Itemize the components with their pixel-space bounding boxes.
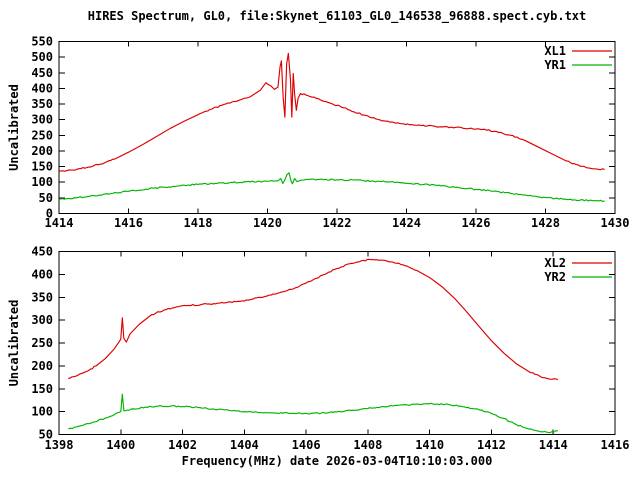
x-tick-label: 1398 (45, 438, 74, 452)
series-yr1-line (58, 172, 605, 203)
y-axis-title: Uncalibrated (7, 84, 21, 171)
x-tick-label: 1430 (601, 216, 630, 230)
y-tick-label: 550 (31, 35, 53, 49)
x-tick-label: 1402 (168, 438, 197, 452)
y-tick-label: 400 (31, 81, 53, 95)
x-tick-label: 1406 (292, 438, 321, 452)
y-tick-label: 0 (46, 207, 53, 221)
y-tick-label: 300 (31, 313, 53, 327)
x-tick-label: 1408 (353, 438, 382, 452)
x-axis-label: Frequency(MHz) date 2026-03-04T10:10:03.… (181, 454, 493, 468)
plot-border (58, 41, 616, 214)
y-tick-label: 500 (31, 50, 53, 64)
x-tick-label: 1428 (531, 216, 560, 230)
y-tick-label: 200 (31, 359, 53, 373)
y-tick-label: 150 (31, 160, 53, 174)
x-tick-label: 1426 (462, 216, 491, 230)
legend-label-yr2: YR2 (544, 270, 566, 284)
x-tick-label: 1404 (230, 438, 259, 452)
y-tick-label: 100 (31, 405, 53, 419)
legend-label-yr1: YR1 (544, 58, 566, 72)
y-tick-label: 250 (31, 336, 53, 350)
x-tick-label: 1422 (323, 216, 352, 230)
chart-title: HIRES Spectrum, GL0, file:Skynet_61103_G… (87, 9, 587, 23)
y-tick-label: 200 (31, 144, 53, 158)
y-tick-label: 150 (31, 382, 53, 396)
y-tick-label: 100 (31, 175, 53, 189)
series-xl1-line (58, 52, 605, 172)
y-tick-label: 350 (31, 97, 53, 111)
legend-label-xl2: XL2 (544, 256, 566, 270)
x-tick-label: 1414 (539, 438, 568, 452)
series-yr2-line (68, 393, 558, 434)
x-tick-label: 1424 (392, 216, 421, 230)
y-tick-label: 250 (31, 128, 53, 142)
x-tick-label: 1412 (477, 438, 506, 452)
y-tick-label: 400 (31, 267, 53, 281)
series-xl2-line (68, 258, 559, 381)
x-tick-label: 1416 (601, 438, 630, 452)
x-tick-label: 1418 (184, 216, 213, 230)
x-tick-label: 1420 (253, 216, 282, 230)
x-tick-label: 1416 (114, 216, 143, 230)
y-tick-label: 450 (31, 66, 53, 80)
y-tick-label: 50 (39, 191, 53, 205)
y-tick-label: 350 (31, 290, 53, 304)
y-tick-label: 300 (31, 113, 53, 127)
x-tick-label: 1400 (106, 438, 135, 452)
y-axis-title: Uncalibrated (7, 300, 21, 387)
legend-label-xl1: XL1 (544, 44, 566, 58)
x-tick-label: 1410 (415, 438, 444, 452)
x-tick-label: 1414 (45, 216, 74, 230)
y-tick-label: 50 (39, 428, 53, 442)
y-tick-label: 450 (31, 245, 53, 259)
